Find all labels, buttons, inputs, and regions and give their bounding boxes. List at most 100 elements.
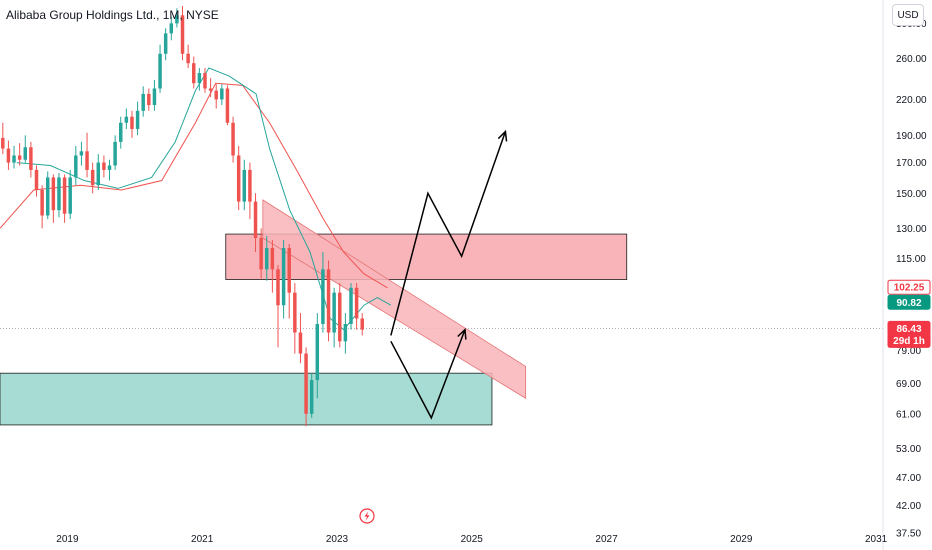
candle [270, 247, 275, 270]
candle [40, 190, 44, 216]
candle [242, 169, 247, 202]
x-axis-ticks: 2019 2021 2023 2025 2027 2029 2031 [56, 534, 887, 545]
y-tick-label: 69.00 [896, 379, 921, 390]
candle [265, 247, 269, 270]
candle [169, 23, 174, 34]
candle [231, 122, 235, 156]
descending-channel [262, 199, 527, 399]
chart-title: Alibaba Group Holdings Ltd., 1M, NYSE [6, 8, 219, 22]
y-tick-label: 170.00 [896, 158, 927, 169]
candle [90, 169, 95, 186]
candle [236, 155, 241, 202]
candle [175, 15, 179, 24]
price-tag [887, 294, 931, 310]
y-tick-label: 115.00 [896, 254, 926, 265]
candle [29, 147, 33, 170]
x-tick-label: 2025 [461, 534, 484, 545]
candle [315, 323, 320, 381]
candle [180, 15, 185, 54]
candle [152, 88, 157, 106]
candle [147, 93, 151, 106]
bearish-path-head [457, 328, 467, 340]
y-tick-label: 130.00 [896, 224, 927, 235]
candles [1, 6, 364, 427]
projection-arrows [390, 129, 508, 420]
candle [107, 165, 112, 170]
candle [225, 88, 230, 123]
y-tick-label: 47.00 [896, 473, 921, 484]
x-tick-label: 2021 [191, 534, 214, 545]
candle [259, 237, 263, 270]
candle [253, 201, 258, 238]
candle [62, 177, 67, 214]
candle [85, 151, 89, 170]
candle [360, 318, 364, 330]
candle [124, 116, 129, 123]
candle [34, 169, 39, 191]
candle [186, 53, 190, 64]
candle [17, 155, 22, 160]
candle [96, 162, 101, 186]
x-tick-label: 2023 [326, 534, 349, 545]
candle [220, 88, 224, 100]
x-tick-label: 2019 [56, 534, 79, 545]
y-tick-label: 190.00 [896, 131, 927, 142]
price-tag [887, 332, 931, 348]
candle [51, 177, 56, 211]
ma-slow-line [0, 82, 388, 289]
candle [79, 151, 84, 156]
candle [6, 148, 11, 163]
candle [45, 177, 50, 216]
candle [354, 287, 359, 319]
candle [304, 353, 308, 414]
y-tick-label: 42.00 [896, 501, 921, 512]
candle [141, 93, 145, 111]
candle [197, 73, 202, 84]
price-tag-label: 86.43 [896, 324, 921, 335]
bullish-path-head [497, 129, 508, 142]
price-tag-label: 90.82 [896, 298, 921, 309]
candle [338, 292, 342, 342]
candle [57, 177, 61, 211]
y-tick-label: 79.00 [896, 346, 921, 357]
bullish-path [390, 131, 507, 336]
candle [163, 33, 168, 54]
candle [281, 247, 286, 306]
support-zone [0, 372, 493, 426]
x-tick-label: 2029 [730, 534, 753, 545]
candle [135, 110, 140, 129]
price-tag-label: 29d 1h [893, 336, 925, 347]
candle [248, 169, 252, 202]
candle [119, 122, 123, 142]
y-axis-ticks: 300.00260.00220.00190.00170.00150.00130.… [896, 19, 927, 540]
candle [113, 141, 117, 166]
candle [208, 88, 213, 91]
x-tick-label: 2027 [595, 534, 618, 545]
candle [158, 53, 162, 89]
candle [349, 287, 353, 324]
y-tick-label: 53.00 [896, 444, 921, 455]
candle [214, 90, 218, 100]
candle [68, 177, 72, 214]
candle [343, 323, 348, 342]
candle [276, 269, 280, 306]
currency-button[interactable]: USD [892, 4, 924, 26]
y-tick-label: 37.50 [896, 529, 921, 540]
candle [298, 332, 303, 354]
price-tag-label: 102.25 [894, 283, 925, 294]
y-tick-label: 150.00 [896, 189, 927, 200]
candle [192, 63, 196, 84]
candle [1, 137, 5, 149]
y-tick-label: 220.00 [896, 95, 927, 106]
candle [74, 155, 78, 178]
y-tick-label: 61.00 [896, 409, 921, 420]
candle [130, 116, 134, 129]
bearish-path [390, 329, 466, 420]
x-tick-label: 2031 [865, 534, 888, 545]
flash-icon[interactable] [359, 508, 375, 524]
candle [332, 292, 336, 333]
candle [321, 269, 325, 324]
price-tag [887, 279, 931, 295]
